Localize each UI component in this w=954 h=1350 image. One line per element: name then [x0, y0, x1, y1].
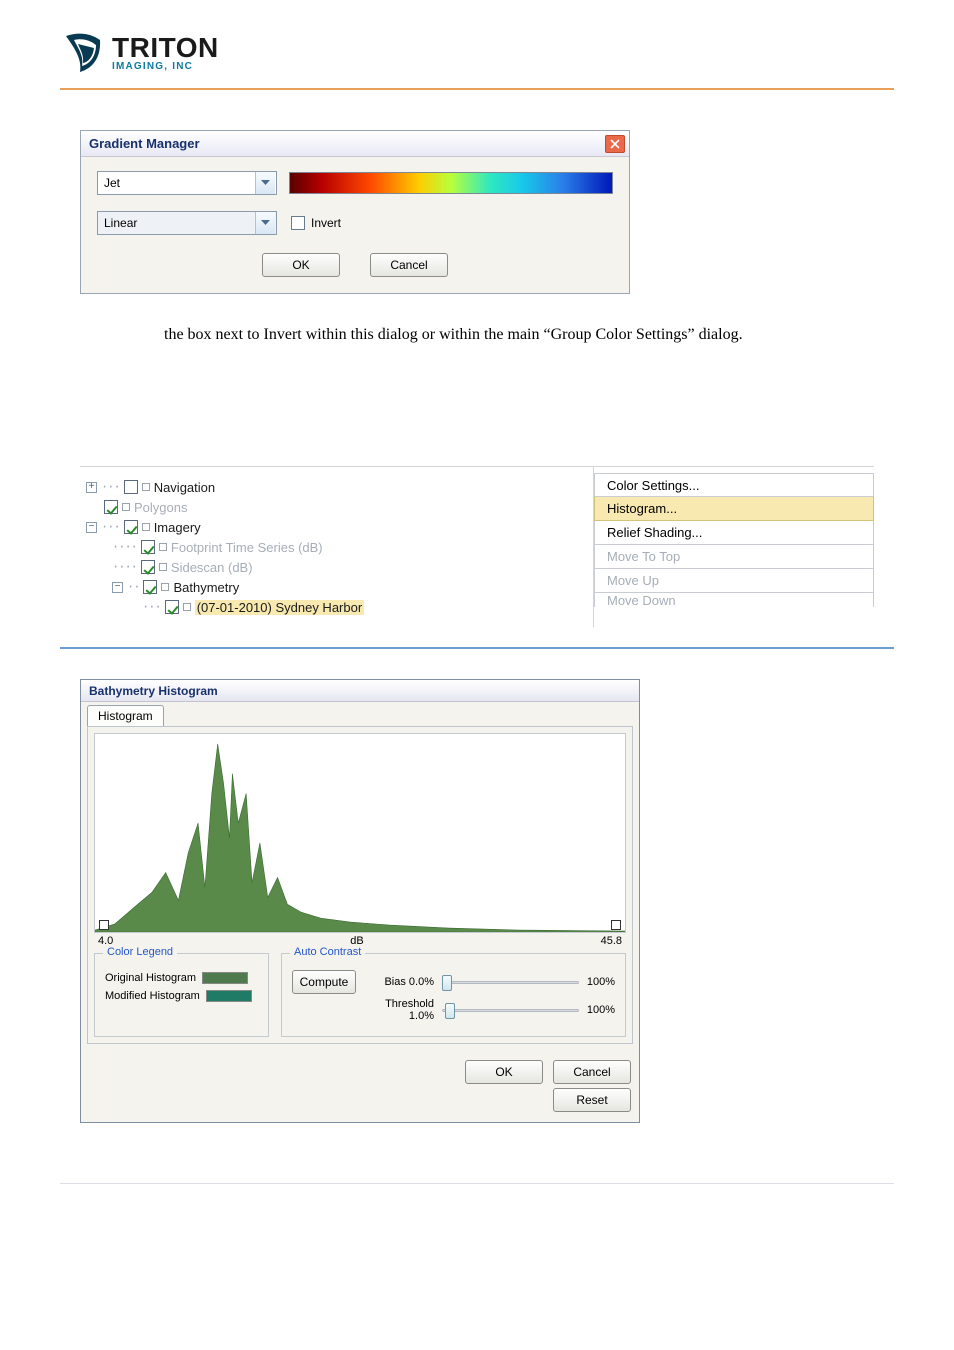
menu-move-to-top[interactable]: Move To Top — [594, 545, 874, 569]
triton-logo-icon — [60, 30, 106, 76]
layer-tree: + ··· Navigation Polygons − ··· Imagery — [80, 467, 594, 627]
bias-slider[interactable] — [442, 975, 579, 989]
bullet-icon — [142, 483, 150, 491]
menu-move-down[interactable]: Move Down — [594, 593, 874, 607]
tree-item-navigation[interactable]: + ··· Navigation — [86, 477, 587, 497]
tab-histogram[interactable]: Histogram — [87, 705, 164, 726]
tree-item-footprint[interactable]: ···· Footprint Time Series (dB) — [86, 537, 587, 557]
checkbox[interactable] — [141, 560, 155, 574]
close-button[interactable] — [605, 135, 625, 153]
context-menu: Color Settings... Histogram... Relief Sh… — [594, 467, 874, 627]
collapse-icon[interactable]: − — [112, 582, 123, 593]
menu-relief-shading[interactable]: Relief Shading... — [594, 521, 874, 545]
body-paragraph: the box next to Invert within this dialo… — [60, 324, 894, 346]
bullet-icon — [159, 543, 167, 551]
logo-subtitle: IMAGING, INC — [112, 62, 219, 72]
gradient-preview — [289, 172, 613, 194]
logo: TRITON IMAGING, INC — [60, 20, 894, 84]
ok-button[interactable]: OK — [465, 1060, 543, 1084]
invert-checkbox[interactable]: Invert — [291, 216, 341, 230]
bullet-icon — [183, 603, 191, 611]
tree-item-bathymetry[interactable]: − ·· Bathymetry — [86, 577, 587, 597]
cancel-button[interactable]: Cancel — [553, 1060, 631, 1084]
original-swatch — [202, 972, 248, 984]
invert-label: Invert — [311, 216, 341, 230]
checkbox[interactable] — [165, 600, 179, 614]
tree-item-polygons[interactable]: Polygons — [86, 497, 587, 517]
layer-tree-screenshot: + ··· Navigation Polygons − ··· Imagery — [80, 466, 874, 627]
range-handle-right[interactable] — [611, 920, 621, 930]
modified-histogram-label: Modified Histogram — [105, 990, 200, 1002]
bias-pct: 100% — [587, 976, 615, 988]
axis-max: 45.8 — [601, 935, 622, 947]
bullet-icon — [142, 523, 150, 531]
original-histogram-label: Original Histogram — [105, 972, 196, 984]
checkbox[interactable] — [124, 520, 138, 534]
dialog-title: Bathymetry Histogram — [81, 680, 639, 702]
tree-item-sidescan[interactable]: ···· Sidescan (dB) — [86, 557, 587, 577]
range-handle-left[interactable] — [99, 920, 109, 930]
collapse-icon[interactable]: − — [86, 522, 97, 533]
threshold-slider[interactable] — [442, 1003, 579, 1017]
checkbox[interactable] — [143, 580, 157, 594]
tree-item-sydney[interactable]: ··· (07-01-2010) Sydney Harbor — [86, 597, 587, 617]
bullet-icon — [122, 503, 130, 511]
checkbox[interactable] — [141, 540, 155, 554]
compute-button[interactable]: Compute — [292, 970, 356, 994]
bias-label: Bias 0.0% — [364, 976, 434, 988]
checkbox[interactable] — [104, 500, 118, 514]
menu-move-up[interactable]: Move Up — [594, 569, 874, 593]
chevron-down-icon[interactable] — [255, 172, 275, 194]
expand-icon[interactable]: + — [86, 482, 97, 493]
colormap-combo[interactable]: Jet — [97, 171, 277, 195]
auto-contrast-group: Auto Contrast Compute Bias 0.0% 100% Thr… — [281, 953, 626, 1037]
modified-swatch — [206, 990, 252, 1002]
checkbox[interactable] — [124, 480, 138, 494]
menu-color-settings[interactable]: Color Settings... — [594, 473, 874, 497]
cancel-button[interactable]: Cancel — [370, 253, 448, 277]
reset-button[interactable]: Reset — [553, 1088, 631, 1112]
chevron-down-icon[interactable] — [255, 212, 275, 234]
scaling-combo[interactable]: Linear — [97, 211, 277, 235]
gradient-manager-dialog: Gradient Manager Jet Linear — [80, 130, 630, 294]
divider — [60, 88, 894, 90]
bullet-icon — [161, 583, 169, 591]
tree-item-imagery[interactable]: − ··· Imagery — [86, 517, 587, 537]
divider — [60, 647, 894, 649]
histogram-plot[interactable] — [94, 733, 626, 933]
threshold-pct: 100% — [587, 1004, 615, 1016]
colormap-value: Jet — [98, 176, 255, 190]
color-legend-group: Color Legend Original Histogram Modified… — [94, 953, 269, 1037]
scaling-value: Linear — [98, 216, 255, 230]
dialog-title: Gradient Manager — [89, 136, 605, 151]
menu-histogram[interactable]: Histogram... — [594, 497, 874, 521]
bullet-icon — [159, 563, 167, 571]
bathymetry-histogram-dialog: Bathymetry Histogram Histogram 4.0 dB 45… — [80, 679, 640, 1123]
logo-title: TRITON — [112, 34, 219, 62]
ok-button[interactable]: OK — [262, 253, 340, 277]
divider — [60, 1183, 894, 1184]
threshold-label: Threshold 1.0% — [364, 998, 434, 1022]
